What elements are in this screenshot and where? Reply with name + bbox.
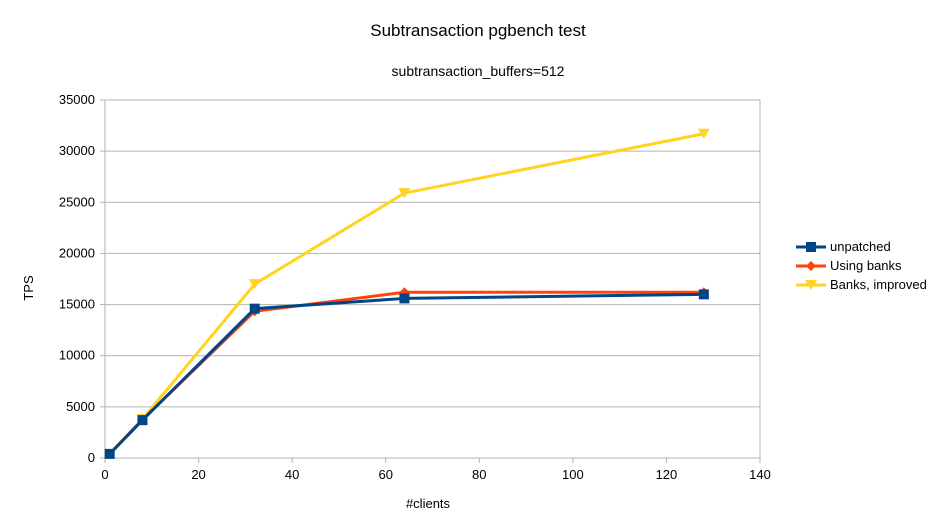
y-tick-label: 5000 (66, 399, 95, 414)
x-tick-label: 120 (656, 467, 678, 482)
legend-item: unpatched (796, 239, 891, 254)
legend: unpatched Using banks Banks, improved (796, 239, 927, 292)
chart-title: Subtransaction pgbench test (370, 21, 586, 40)
legend-label: Using banks (830, 258, 902, 273)
legend-item: Banks, improved (796, 277, 927, 292)
data-point (249, 303, 260, 314)
legend-item: Using banks (796, 258, 902, 273)
series-unpatched (104, 289, 709, 459)
data-point (137, 415, 148, 426)
legend-swatch-marker (806, 242, 816, 252)
series-line (108, 290, 704, 455)
legend-label: Banks, improved (830, 277, 927, 292)
series-using-banks (104, 287, 709, 459)
y-tick-label: 20000 (59, 245, 95, 260)
y-tick-label: 35000 (59, 92, 95, 107)
chart-subtitle: subtransaction_buffers=512 (392, 63, 565, 79)
data-point (697, 128, 710, 139)
data-point (399, 293, 410, 304)
x-tick-label: 80 (472, 467, 486, 482)
gridlines (105, 99, 760, 459)
y-tick-label: 15000 (59, 297, 95, 312)
x-tick-label: 60 (378, 467, 392, 482)
x-tick-label: 40 (285, 467, 299, 482)
legend-swatch-marker (805, 280, 817, 290)
x-axis-label: #clients (406, 496, 451, 511)
y-tick-label: 10000 (59, 348, 95, 363)
data-point (104, 448, 115, 459)
y-tick-label: 0 (88, 450, 95, 465)
legend-label: unpatched (830, 239, 891, 254)
x-tick-label: 0 (101, 467, 108, 482)
x-tick-label: 140 (749, 467, 771, 482)
y-tick-label: 25000 (59, 194, 95, 209)
x-tick-label: 100 (562, 467, 584, 482)
x-tick-label: 20 (191, 467, 205, 482)
y-tick-label: 30000 (59, 143, 95, 158)
data-point (248, 279, 261, 290)
data-point (398, 188, 411, 199)
plot-area (104, 99, 761, 459)
series-line (108, 292, 704, 455)
series-layer (103, 128, 710, 459)
axis-ticks: 0 5000 10000 15000 20000 25000 30000 35000 0 20 40… (59, 92, 771, 482)
y-axis-label: TPS (21, 275, 36, 301)
data-point (698, 289, 709, 300)
legend-swatch-marker (806, 261, 816, 271)
